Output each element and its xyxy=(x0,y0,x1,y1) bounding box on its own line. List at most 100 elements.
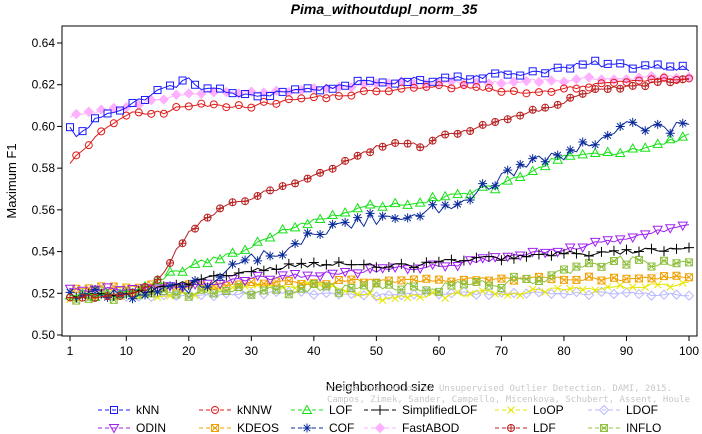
data-point-lof xyxy=(439,190,451,201)
data-point-ldf xyxy=(428,136,437,145)
data-point-odin xyxy=(527,247,539,258)
data-point-ldf xyxy=(78,293,87,302)
data-point-odin xyxy=(589,237,601,248)
data-point-knnw xyxy=(184,102,193,111)
data-point-knnw xyxy=(84,141,93,150)
data-point-cof xyxy=(140,290,150,300)
x-axis-label: Neighborhood size xyxy=(326,379,434,394)
data-point-ldf xyxy=(166,258,175,267)
data-point-cof xyxy=(190,275,200,285)
legend-item-lof: LOF xyxy=(291,403,352,417)
data-point-knn xyxy=(116,106,125,115)
data-point-fastabod xyxy=(171,89,182,101)
data-point-knn xyxy=(291,85,300,94)
data-point-cof xyxy=(465,195,475,205)
data-point-loop xyxy=(616,281,625,290)
data-point-knnw xyxy=(609,78,618,87)
data-point-inflo xyxy=(647,262,656,271)
data-point-simplifiedlof xyxy=(421,257,432,268)
data-point-knn xyxy=(303,84,312,93)
data-point-simplifiedlof xyxy=(483,251,494,262)
series-inflo xyxy=(69,255,693,305)
data-point-knnw xyxy=(447,84,456,93)
data-point-ldf xyxy=(528,105,537,114)
data-point-inflo xyxy=(184,292,193,301)
data-point-kdeos xyxy=(272,277,281,286)
data-point-lof xyxy=(602,146,614,156)
legend-marker-loop xyxy=(507,406,515,414)
data-point-kdeos xyxy=(584,272,593,281)
legend-label-ldof: LDOF xyxy=(626,403,658,417)
data-point-lof xyxy=(364,198,376,209)
data-point-lof xyxy=(177,266,188,276)
data-point-cof xyxy=(390,213,400,223)
series-knn xyxy=(66,56,690,138)
data-point-knnw xyxy=(547,87,556,96)
data-point-cof xyxy=(428,200,438,210)
data-point-ldf xyxy=(303,174,312,183)
data-point-odin xyxy=(539,248,551,259)
data-point-odin xyxy=(64,284,76,295)
legend-marker-kdeos xyxy=(211,424,219,432)
data-point-ldf xyxy=(453,129,462,138)
data-point-inflo xyxy=(372,279,381,288)
legend-marker-lof xyxy=(301,404,313,414)
data-point-fastabod xyxy=(546,75,557,86)
data-point-lof xyxy=(164,266,176,276)
data-point-ldf xyxy=(541,103,550,112)
data-point-knnw xyxy=(672,75,681,84)
data-point-knn xyxy=(416,76,425,85)
data-point-inflo xyxy=(259,286,268,295)
data-point-lof xyxy=(539,160,551,171)
data-point-ldf xyxy=(103,292,112,301)
data-point-kdeos xyxy=(497,274,506,283)
data-point-knnw xyxy=(309,93,318,102)
data-point-cof xyxy=(615,121,625,131)
data-point-odin xyxy=(314,272,326,282)
data-point-lof xyxy=(527,165,539,175)
data-point-cof xyxy=(515,159,525,169)
series-layer xyxy=(64,56,695,305)
data-point-simplifiedlof xyxy=(671,243,682,254)
x-tick-label: 60 xyxy=(432,344,446,358)
data-point-ldf xyxy=(466,127,475,136)
data-point-inflo xyxy=(497,284,506,293)
data-point-lof xyxy=(264,232,276,242)
data-point-knn xyxy=(528,67,537,76)
legend-label-fastabod: FastABOD xyxy=(402,421,460,434)
data-point-simplifiedlof xyxy=(258,265,269,276)
legend-label-knn: kNN xyxy=(136,403,159,417)
data-point-simplifiedlof xyxy=(383,261,394,272)
data-point-ldf xyxy=(141,283,150,292)
data-point-cof xyxy=(503,165,513,175)
data-point-lof xyxy=(327,209,338,219)
credit-line-1: Campos, Zimek, Sander, Campello, Micenko… xyxy=(327,395,690,405)
data-point-knn xyxy=(553,63,562,72)
data-point-ldof xyxy=(371,291,382,302)
data-point-odin xyxy=(289,269,301,280)
data-point-lof xyxy=(314,213,326,223)
data-point-cof xyxy=(590,140,600,150)
data-point-ldf xyxy=(628,81,637,90)
data-point-loop xyxy=(566,284,575,293)
data-point-simplifiedlof xyxy=(221,270,232,281)
data-point-knnw xyxy=(597,79,606,88)
data-point-loop xyxy=(628,283,637,292)
data-point-inflo xyxy=(572,262,581,271)
data-point-cof xyxy=(203,282,213,292)
data-point-odin xyxy=(677,221,689,232)
data-point-inflo xyxy=(284,290,293,299)
data-point-knn xyxy=(616,59,625,68)
data-point-cof xyxy=(490,181,500,191)
y-tick-label: 0.52 xyxy=(32,286,56,300)
data-point-cof xyxy=(440,200,450,210)
data-point-lof xyxy=(302,218,313,229)
data-point-knn xyxy=(403,77,412,86)
data-point-cof xyxy=(153,287,163,297)
y-tick-label: 0.62 xyxy=(32,78,56,92)
data-point-knn xyxy=(503,70,512,79)
data-point-knnw xyxy=(109,119,118,128)
data-point-knn xyxy=(378,78,387,87)
data-point-inflo xyxy=(659,256,668,265)
data-point-knn xyxy=(166,81,175,90)
